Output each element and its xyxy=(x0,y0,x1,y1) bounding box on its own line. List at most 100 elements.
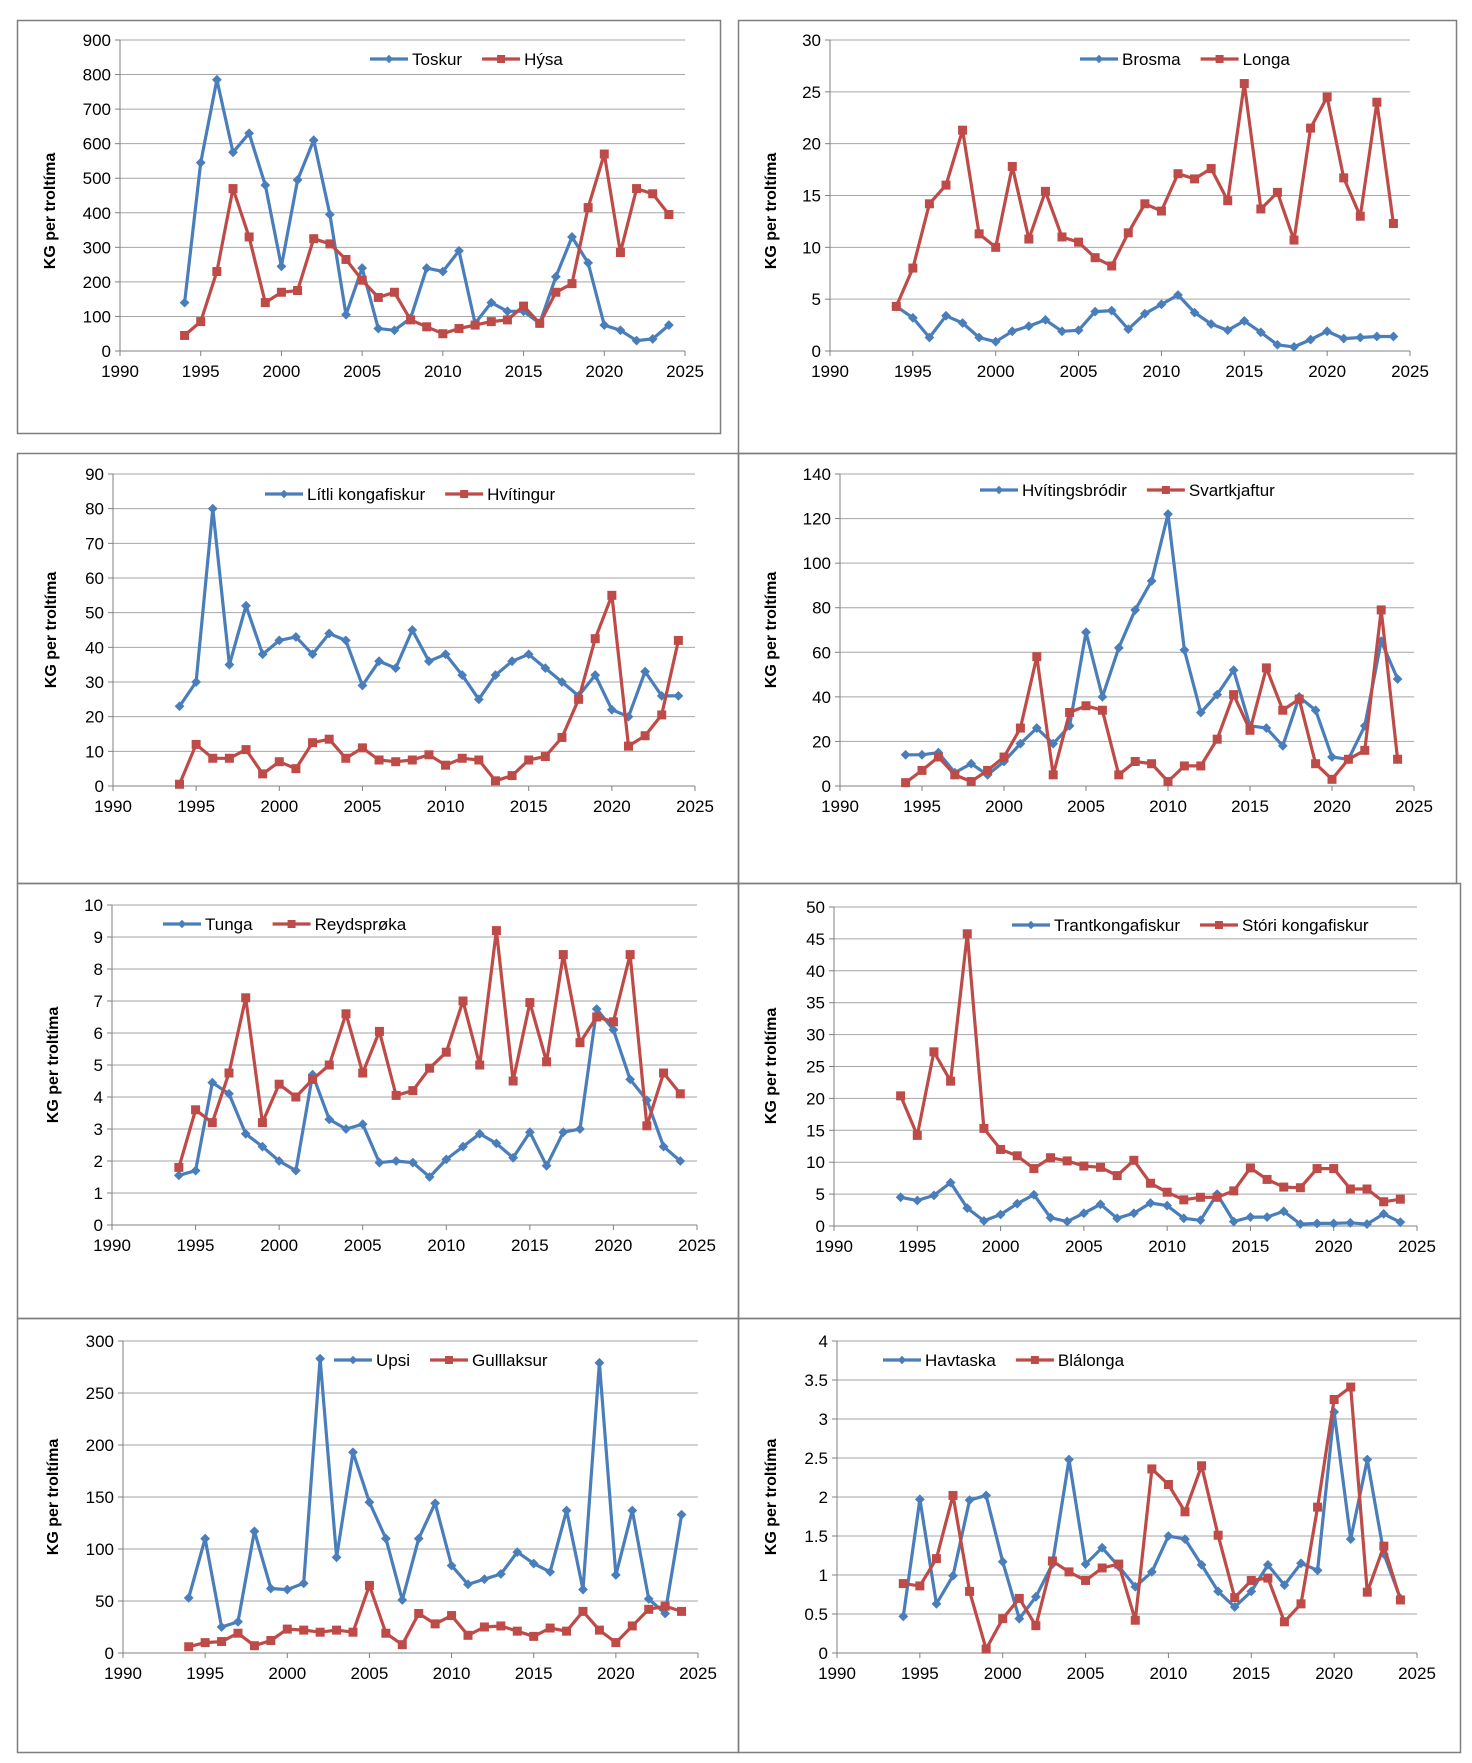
data-point xyxy=(525,998,535,1008)
data-point xyxy=(224,1088,234,1099)
data-point xyxy=(374,755,384,765)
data-point xyxy=(1114,770,1124,780)
data-point xyxy=(529,1631,539,1641)
x-tick-label: 1995 xyxy=(901,1664,939,1683)
data-point xyxy=(1376,605,1386,615)
y-tick-label: 2 xyxy=(94,1152,103,1171)
data-point xyxy=(1196,761,1206,771)
data-point xyxy=(364,1497,375,1508)
data-point xyxy=(1393,754,1403,764)
data-point xyxy=(1195,1215,1206,1226)
y-tick-label: 0 xyxy=(102,342,111,361)
data-point xyxy=(389,325,400,336)
data-point xyxy=(184,1642,194,1652)
data-point xyxy=(373,292,383,302)
data-point xyxy=(1090,306,1101,317)
data-point xyxy=(1212,689,1223,700)
data-point xyxy=(611,1638,621,1648)
data-point xyxy=(257,1141,268,1152)
data-point xyxy=(675,1089,685,1099)
data-point xyxy=(950,770,960,780)
series-line-Hýsa xyxy=(183,152,671,337)
y-tick-label: 250 xyxy=(86,1384,114,1403)
data-point xyxy=(1392,674,1403,684)
data-point xyxy=(191,739,201,749)
data-point xyxy=(233,1616,243,1627)
data-point xyxy=(1156,299,1167,310)
data-point xyxy=(931,1554,941,1564)
data-point xyxy=(341,254,351,264)
data-point xyxy=(1312,1565,1323,1576)
data-point xyxy=(1030,1591,1041,1602)
x-tick-label: 2015 xyxy=(511,1236,549,1255)
data-point xyxy=(1015,723,1025,733)
data-point xyxy=(891,301,901,311)
data-point xyxy=(391,1090,401,1100)
data-point xyxy=(1295,1219,1306,1229)
data-point xyxy=(507,656,517,667)
data-point xyxy=(1012,1198,1023,1209)
data-point xyxy=(659,1068,669,1078)
data-point xyxy=(200,1638,210,1648)
data-point xyxy=(381,1628,391,1638)
data-point xyxy=(1246,1586,1257,1597)
series-line-Longa xyxy=(894,81,1395,308)
data-point xyxy=(1014,1613,1025,1624)
data-point xyxy=(594,1625,604,1635)
data-point xyxy=(898,1611,909,1622)
data-point xyxy=(1179,645,1190,655)
x-tick-label: 2005 xyxy=(1060,362,1098,381)
data-point xyxy=(1007,161,1017,171)
x-tick-label: 2000 xyxy=(260,797,298,816)
data-point xyxy=(1329,1395,1339,1404)
data-point xyxy=(657,710,667,720)
x-tick-label: 2020 xyxy=(1313,797,1351,816)
data-point xyxy=(1096,1162,1106,1172)
data-point xyxy=(924,332,935,343)
data-point xyxy=(1107,261,1117,271)
y-tick-label: 4 xyxy=(94,1088,103,1107)
x-tick-label: 2005 xyxy=(351,1664,389,1683)
data-point xyxy=(1123,228,1133,238)
y-axis-label: KG per troltíma xyxy=(763,1439,780,1556)
data-point xyxy=(324,628,335,639)
x-tick-label: 2020 xyxy=(1308,362,1346,381)
y-tick-label: 6 xyxy=(94,1024,103,1043)
data-point xyxy=(1371,331,1382,342)
data-point xyxy=(1032,652,1042,662)
data-point xyxy=(292,175,303,185)
data-point xyxy=(958,125,968,135)
data-point xyxy=(933,752,943,762)
data-point xyxy=(1228,1216,1239,1227)
data-point xyxy=(308,135,319,146)
data-point xyxy=(941,310,951,321)
data-point xyxy=(957,318,968,328)
data-point xyxy=(195,157,206,168)
data-point xyxy=(1388,218,1398,228)
y-tick-label: 900 xyxy=(83,31,111,50)
y-tick-label: 50 xyxy=(85,604,104,623)
data-point xyxy=(1162,1200,1173,1211)
data-point xyxy=(407,755,417,765)
data-point xyxy=(424,750,434,760)
data-point xyxy=(901,778,911,788)
x-tick-label: 2000 xyxy=(263,362,301,381)
x-tick-label: 1995 xyxy=(894,362,932,381)
y-tick-label: 35 xyxy=(806,994,825,1013)
data-point xyxy=(274,1156,285,1166)
data-point xyxy=(324,1060,334,1070)
data-point xyxy=(207,1077,218,1088)
x-tick-label: 1995 xyxy=(182,362,220,381)
legend-label: Stóri kongafiskur xyxy=(1242,916,1369,935)
data-point xyxy=(643,1594,654,1604)
x-tick-label: 2020 xyxy=(595,1236,633,1255)
data-point xyxy=(315,1627,325,1637)
data-point xyxy=(1345,1534,1356,1545)
data-point xyxy=(1328,1218,1339,1229)
data-point xyxy=(1179,761,1189,771)
y-tick-label: 600 xyxy=(83,135,111,154)
data-point xyxy=(615,248,625,258)
